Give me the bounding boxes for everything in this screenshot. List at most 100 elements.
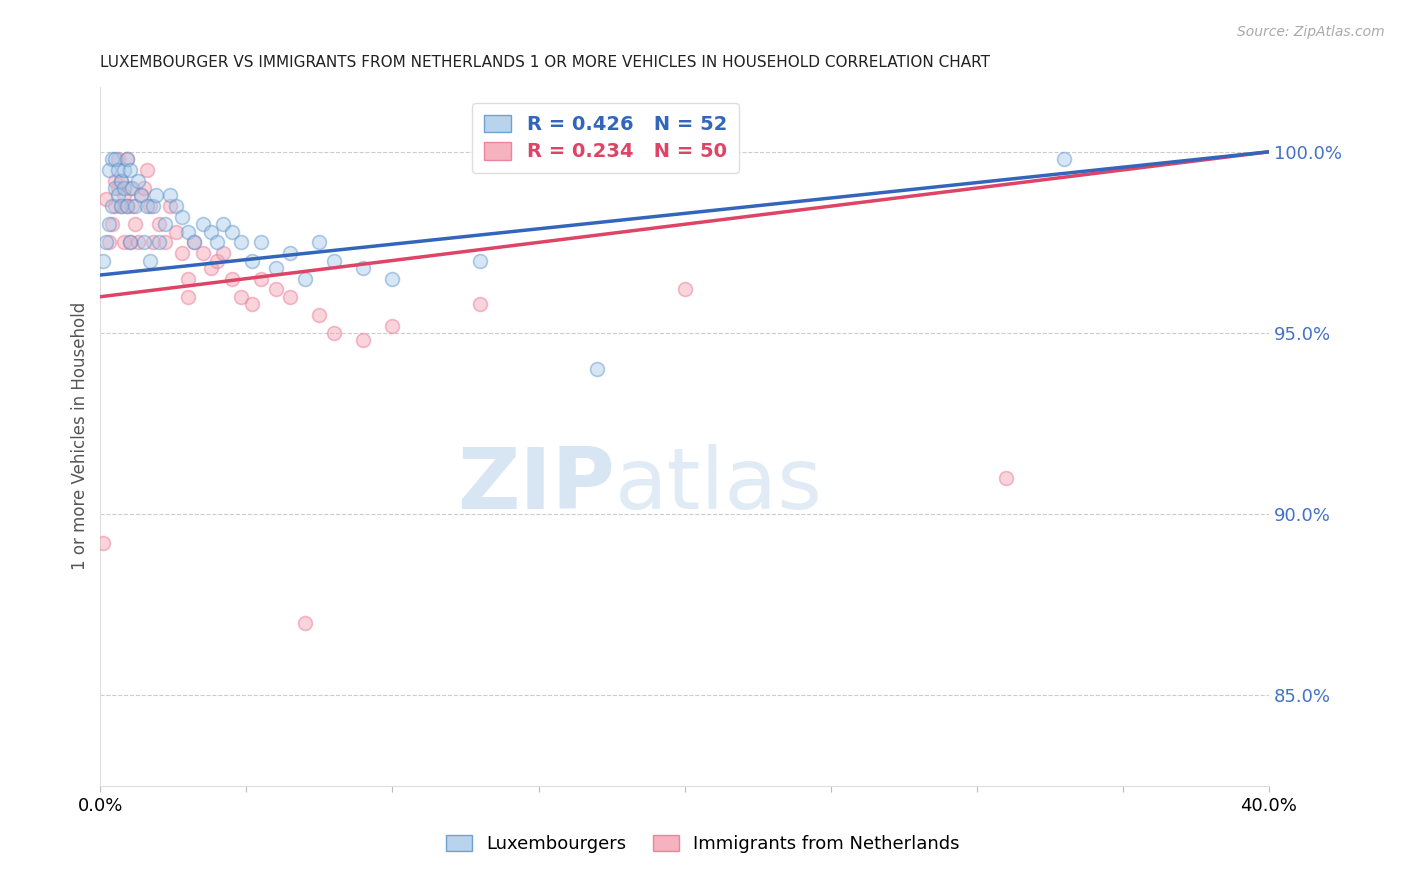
Point bbox=[323, 326, 346, 340]
Point bbox=[134, 235, 156, 250]
Point bbox=[229, 235, 252, 250]
Point bbox=[264, 260, 287, 275]
Point bbox=[110, 199, 132, 213]
Point bbox=[96, 235, 118, 250]
Point bbox=[107, 181, 129, 195]
Point bbox=[107, 152, 129, 166]
Point bbox=[264, 283, 287, 297]
Text: LUXEMBOURGER VS IMMIGRANTS FROM NETHERLANDS 1 OR MORE VEHICLES IN HOUSEHOLD CORR: LUXEMBOURGER VS IMMIGRANTS FROM NETHERLA… bbox=[100, 55, 990, 70]
Point bbox=[148, 217, 170, 231]
Point bbox=[101, 217, 124, 231]
Point bbox=[212, 217, 235, 231]
Point bbox=[98, 217, 121, 231]
Point bbox=[278, 246, 301, 260]
Point bbox=[172, 210, 194, 224]
Legend: R = 0.426   N = 52, R = 0.234   N = 50: R = 0.426 N = 52, R = 0.234 N = 50 bbox=[472, 103, 738, 173]
Point bbox=[673, 283, 696, 297]
Point bbox=[115, 199, 138, 213]
Point bbox=[96, 192, 118, 206]
Point bbox=[240, 253, 263, 268]
Point bbox=[98, 162, 121, 177]
Point bbox=[110, 174, 132, 188]
Point bbox=[352, 260, 374, 275]
Point bbox=[294, 615, 316, 630]
Point bbox=[101, 199, 124, 213]
Point bbox=[205, 253, 228, 268]
Point bbox=[118, 235, 141, 250]
Point bbox=[221, 225, 243, 239]
Text: atlas: atlas bbox=[614, 443, 823, 526]
Point bbox=[121, 181, 143, 195]
Point bbox=[118, 235, 141, 250]
Point bbox=[118, 162, 141, 177]
Point bbox=[107, 162, 129, 177]
Point bbox=[250, 271, 273, 285]
Text: Source: ZipAtlas.com: Source: ZipAtlas.com bbox=[1237, 25, 1385, 39]
Legend: Luxembourgers, Immigrants from Netherlands: Luxembourgers, Immigrants from Netherlan… bbox=[439, 828, 967, 861]
Point bbox=[153, 235, 176, 250]
Point bbox=[107, 188, 129, 202]
Point bbox=[159, 188, 181, 202]
Point bbox=[124, 199, 146, 213]
Point bbox=[468, 297, 491, 311]
Point bbox=[381, 318, 404, 333]
Point bbox=[136, 199, 159, 213]
Point bbox=[115, 152, 138, 166]
Point bbox=[323, 253, 346, 268]
Point bbox=[127, 174, 149, 188]
Point bbox=[101, 152, 124, 166]
Text: 40.0%: 40.0% bbox=[1240, 797, 1298, 814]
Point bbox=[229, 290, 252, 304]
Text: ZIP: ZIP bbox=[457, 443, 614, 526]
Point bbox=[124, 217, 146, 231]
Point bbox=[129, 188, 152, 202]
Point bbox=[221, 271, 243, 285]
Point bbox=[308, 308, 330, 322]
Point bbox=[200, 225, 222, 239]
Point bbox=[115, 152, 138, 166]
Point bbox=[165, 199, 187, 213]
Point bbox=[172, 246, 194, 260]
Point bbox=[115, 199, 138, 213]
Point bbox=[468, 253, 491, 268]
Point bbox=[142, 199, 165, 213]
Point bbox=[142, 235, 165, 250]
Point bbox=[129, 188, 152, 202]
Text: 0.0%: 0.0% bbox=[77, 797, 124, 814]
Point bbox=[995, 471, 1018, 485]
Point bbox=[308, 235, 330, 250]
Point bbox=[183, 235, 205, 250]
Point bbox=[91, 536, 114, 550]
Point bbox=[134, 181, 156, 195]
Point bbox=[139, 199, 162, 213]
Point bbox=[110, 199, 132, 213]
Point bbox=[112, 188, 135, 202]
Point bbox=[112, 162, 135, 177]
Point bbox=[91, 253, 114, 268]
Point bbox=[191, 217, 214, 231]
Point bbox=[159, 199, 181, 213]
Point bbox=[98, 235, 121, 250]
Point bbox=[148, 235, 170, 250]
Point bbox=[104, 152, 127, 166]
Point bbox=[165, 225, 187, 239]
Point bbox=[112, 181, 135, 195]
Point bbox=[139, 253, 162, 268]
Point bbox=[200, 260, 222, 275]
Point bbox=[110, 174, 132, 188]
Point bbox=[177, 290, 200, 304]
Point bbox=[153, 217, 176, 231]
Point bbox=[352, 333, 374, 347]
Point bbox=[183, 235, 205, 250]
Point bbox=[278, 290, 301, 304]
Y-axis label: 1 or more Vehicles in Household: 1 or more Vehicles in Household bbox=[72, 302, 89, 570]
Point bbox=[177, 271, 200, 285]
Point bbox=[240, 297, 263, 311]
Point bbox=[104, 181, 127, 195]
Point bbox=[145, 188, 167, 202]
Point bbox=[112, 235, 135, 250]
Point bbox=[381, 271, 404, 285]
Point bbox=[250, 235, 273, 250]
Point bbox=[212, 246, 235, 260]
Point bbox=[104, 174, 127, 188]
